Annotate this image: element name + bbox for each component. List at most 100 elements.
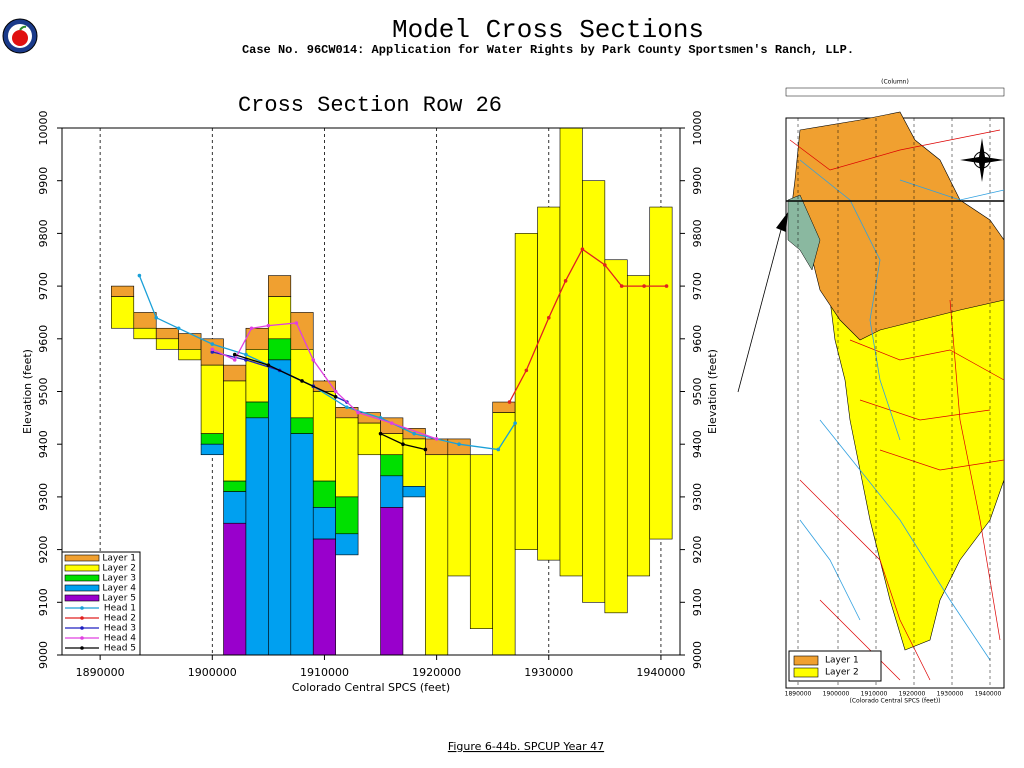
head-point <box>513 421 517 425</box>
head-point <box>546 315 551 320</box>
head-point <box>389 421 394 425</box>
head-point <box>345 405 349 410</box>
map-x-axis-label: (Colorado Central SPCS (feet)) <box>849 698 940 705</box>
map-x-label: 1910000 <box>861 691 888 698</box>
legend-swatch <box>64 574 100 582</box>
layer-cell <box>312 507 336 540</box>
layer-cell <box>200 433 224 445</box>
y-tick-label: 9500 <box>37 378 50 406</box>
layer-cell <box>380 433 404 456</box>
x-tick-label: 1920000 <box>412 666 461 679</box>
layer-cell <box>133 312 157 329</box>
x-tick-label: 1900000 <box>188 666 237 679</box>
layer-cell <box>111 285 135 297</box>
layer-cell <box>223 522 247 655</box>
y2-tick-label: 9500 <box>691 378 704 406</box>
layer-cell <box>447 454 471 577</box>
legend-swatch <box>64 594 100 602</box>
legend-marker <box>80 626 84 630</box>
layer-cell <box>649 206 673 540</box>
y2-tick-label: 9800 <box>691 219 704 247</box>
head-point <box>333 394 338 399</box>
head-point <box>232 358 237 362</box>
layer-cell <box>514 233 538 550</box>
y2-tick-label: 9900 <box>691 167 704 195</box>
legend-swatch <box>64 554 100 562</box>
layer-cell <box>200 364 224 434</box>
map-x-label: 1930000 <box>937 691 964 698</box>
map-stream <box>799 159 901 441</box>
head-point <box>300 379 304 383</box>
y2-tick-label: 9000 <box>691 641 704 669</box>
legend-marker <box>80 636 84 640</box>
layer-cell <box>402 438 426 487</box>
layer-cell <box>223 380 247 482</box>
y-tick-label: 9600 <box>37 325 50 353</box>
map-legend-swatch <box>793 655 819 666</box>
head-point <box>210 342 215 346</box>
head-point <box>356 410 360 415</box>
y2-tick-label: 9400 <box>691 430 704 458</box>
layer-cell <box>312 538 336 655</box>
legend-label: Layer 2 <box>102 564 136 574</box>
x-tick-label: 1940000 <box>636 666 685 679</box>
map-road <box>789 129 1001 171</box>
head-point <box>524 368 529 373</box>
map-layer2-region <box>829 289 1005 651</box>
legend-label: Head 4 <box>104 634 136 644</box>
layer-cell <box>268 296 292 340</box>
y2-tick-label: 9100 <box>691 588 704 616</box>
map-arrow <box>776 212 788 232</box>
legend-swatch <box>64 584 100 592</box>
head-point <box>563 279 568 283</box>
head-point <box>176 326 181 331</box>
layer-cell <box>335 417 359 498</box>
head-point <box>294 321 299 325</box>
layer-cell <box>380 454 404 477</box>
y2-axis-label: Elevation (feet) <box>706 349 719 434</box>
layer-cell <box>492 401 516 413</box>
layer-cell <box>155 338 179 350</box>
legend-label: Layer 4 <box>102 584 136 594</box>
map-column-label: (Column) <box>881 79 909 86</box>
legend-swatch <box>64 564 100 572</box>
legend-label: Layer 5 <box>102 594 136 604</box>
layer-cell <box>245 401 269 419</box>
map-stream <box>819 419 991 661</box>
layer-cell <box>290 312 314 350</box>
map-top-strip <box>785 87 1005 97</box>
head-point <box>507 400 512 404</box>
layer-cell <box>111 296 135 329</box>
y-tick-label: 10000 <box>37 111 50 146</box>
map-hatch <box>787 194 821 271</box>
head-point <box>434 437 439 441</box>
layer-cell <box>223 480 247 492</box>
head-point <box>619 284 624 288</box>
layer-cell <box>335 496 359 535</box>
layers <box>111 128 673 655</box>
head-point <box>232 352 237 357</box>
layer-cell <box>469 454 493 629</box>
location-map: (Column) 1890000 1900000 1910000 1920000 1930… <box>737 79 1005 705</box>
head-point <box>266 363 271 367</box>
logo <box>2 18 38 54</box>
plot-frame <box>61 127 681 656</box>
y-tick-label: 9800 <box>37 219 50 247</box>
head-point <box>210 350 215 354</box>
cross-section-chart: Cross Section Row 26 1890000 1900000 191000… <box>21 93 719 694</box>
head-point <box>642 284 646 288</box>
map-stream <box>799 519 861 621</box>
map-pointer <box>737 225 783 393</box>
legend-label: Head 1 <box>104 604 136 614</box>
x-tick-label: 1890000 <box>76 666 125 679</box>
head-point <box>423 447 428 452</box>
head-point <box>378 431 383 436</box>
layer-cell <box>268 275 292 297</box>
y-tick-label: 9000 <box>37 641 50 669</box>
map-legend-label: Layer 1 <box>825 656 859 666</box>
layer-cell <box>626 275 651 577</box>
y-tick-label: 9400 <box>37 430 50 458</box>
layer-cell <box>447 438 471 456</box>
